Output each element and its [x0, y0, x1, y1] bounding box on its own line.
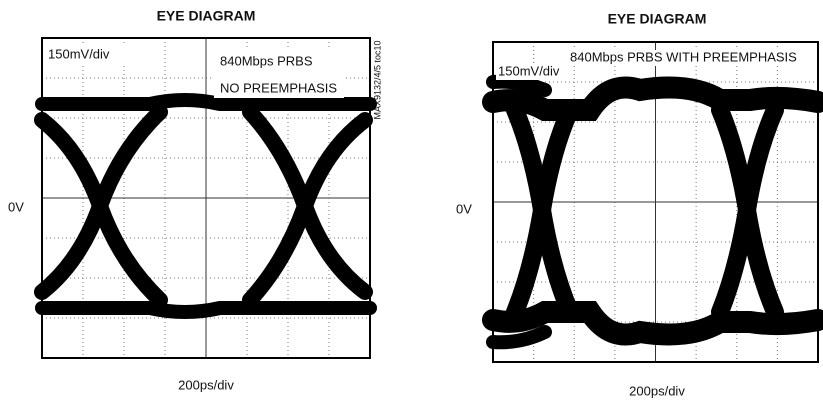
panel-title: EYE DIAGRAM — [157, 8, 256, 24]
side-label: MAX9132/4/5 toc10 — [372, 40, 382, 119]
annotation: 840Mbps PRBS WITH PREEMPHASIS — [570, 49, 797, 64]
figure: EYE DIAGRAM 150mV/div 840Mbps PRBS NO PR… — [0, 0, 823, 407]
eye-top-rail — [42, 100, 370, 104]
annotation: 840Mbps PRBS — [220, 53, 313, 68]
y-scale-label: 150mV/div — [498, 63, 560, 78]
annotation: NO PREEMPHASIS — [220, 80, 337, 95]
x-scale-label: 200ps/div — [629, 383, 685, 398]
eye-overshoot — [493, 82, 545, 90]
eye-panel: EYE DIAGRAM 840Mbps PRBS WITH PREEMPHASI… — [456, 11, 818, 399]
panel-title: EYE DIAGRAM — [608, 11, 707, 27]
y-scale-label: 150mV/div — [48, 46, 110, 61]
zero-label: 0V — [456, 201, 472, 216]
x-scale-label: 200ps/div — [178, 377, 234, 392]
eye-bottom-rail — [42, 308, 370, 312]
eye-panel: EYE DIAGRAM 150mV/div 840Mbps PRBS NO PR… — [8, 8, 382, 393]
eye-overshoot — [493, 332, 545, 342]
zero-label: 0V — [8, 199, 24, 214]
